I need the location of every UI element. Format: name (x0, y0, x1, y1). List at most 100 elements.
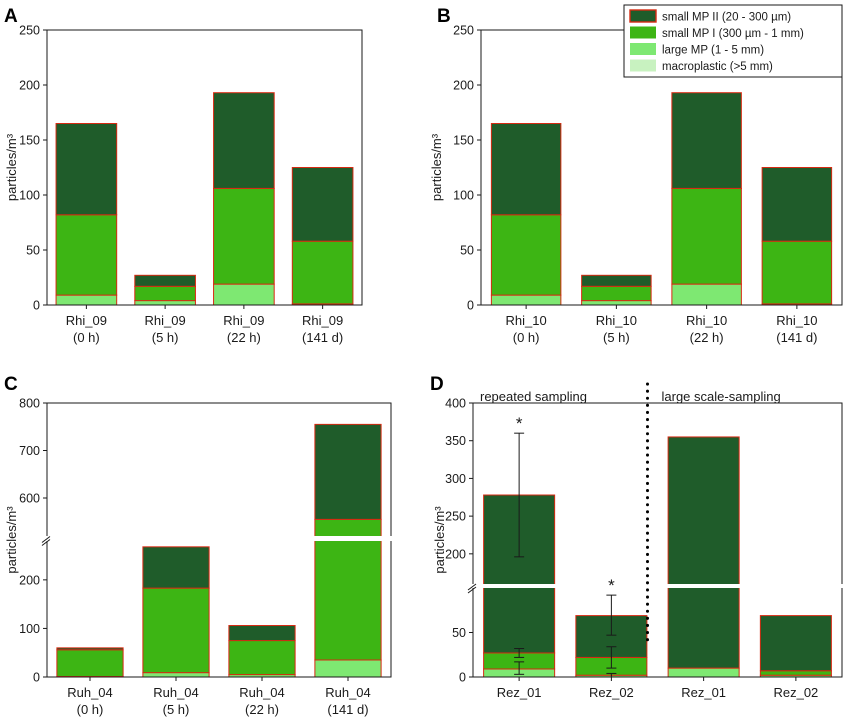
bar-small-mp-ii (761, 167, 833, 242)
y-tick-label: 0 (33, 671, 40, 685)
axis-break-gap (48, 536, 390, 541)
legend-swatch (630, 26, 656, 39)
bar-large-mp (581, 300, 652, 306)
bar-small-mp-i (228, 640, 296, 676)
bar-small-mp-ii (490, 123, 562, 216)
y-tick-label: 200 (19, 79, 40, 93)
y-tick-label: 250 (19, 24, 40, 38)
bar-small-mp-ii (667, 436, 740, 669)
x-tick-label: Rhi_10 (506, 313, 547, 328)
bar-small-mp-ii (228, 625, 296, 642)
bar-small-mp-ii (134, 274, 196, 287)
panel-letter: C (4, 374, 18, 395)
bar-small-mp-i (314, 518, 382, 661)
plot-frame-upper (472, 402, 843, 584)
x-tick-label: (5 h) (163, 702, 190, 717)
bar-small-mp-ii (213, 92, 275, 189)
x-tick-label: (22 h) (690, 330, 724, 345)
legend-label: large MP (1 - 5 mm) (662, 45, 764, 57)
bar-small-mp-i (761, 240, 833, 305)
x-tick-label: Rhi_10 (596, 313, 637, 328)
group-label: repeated sampling (480, 389, 587, 404)
panel-letter: A (4, 6, 18, 27)
y-tick-label: 800 (19, 397, 40, 411)
bar-large-mp (134, 300, 196, 306)
y-tick-label: 350 (445, 434, 466, 448)
y-axis-label: particles/m³ (4, 133, 19, 201)
y-tick-label: 250 (453, 24, 474, 38)
y-tick-label: 150 (19, 134, 40, 148)
x-tick-label: (141 d) (302, 330, 343, 345)
bar-small-mp-i (134, 285, 196, 302)
x-tick-label: Ruh_04 (153, 685, 199, 700)
significance-marker: * (608, 576, 615, 595)
bar-large-mp (671, 283, 742, 306)
axis-break-mark (41, 539, 51, 546)
legend-label: macroplastic (>5 mm) (662, 61, 773, 73)
x-tick-label: Rhi_10 (686, 313, 727, 328)
y-axis-label: particles/m³ (429, 133, 444, 201)
legend-box (623, 4, 843, 78)
panel-letter: D (430, 374, 444, 395)
y-axis-label: particles/m³ (432, 506, 447, 574)
legend-swatch (630, 43, 656, 55)
y-tick-label: 200 (453, 79, 474, 93)
legend-label: small MP II (20 - 300 µm) (662, 12, 791, 24)
bar-small-mp-ii (142, 546, 210, 589)
x-tick-label: (141 d) (776, 330, 817, 345)
x-tick-label: Rez_01 (681, 685, 726, 700)
bar-small-mp-ii (55, 123, 118, 216)
axis-break-mark (467, 583, 477, 591)
legend-swatch (629, 9, 657, 23)
group-label: large scale-sampling (662, 389, 781, 404)
x-tick-label: Ruh_04 (67, 685, 113, 700)
legend: small MP II (20 - 300 µm) small MP I (300… (623, 4, 843, 78)
bar-small-mp-ii (671, 92, 742, 189)
x-tick-label: Ruh_04 (239, 685, 285, 700)
bar-small-mp-i (671, 187, 742, 285)
axis-break-mark (467, 586, 477, 594)
bar-small-mp-i (142, 587, 210, 674)
bar-small-mp-i (213, 187, 275, 285)
x-tick-label: (0 h) (513, 330, 540, 345)
plot-frame-lower (46, 541, 392, 678)
bar-small-mp-i (55, 214, 118, 296)
y-tick-label: 600 (19, 492, 40, 506)
axis-break-mark (41, 536, 51, 543)
y-tick-label: 50 (460, 244, 474, 258)
legend-label: small MP I (300 µm - 1 mm) (662, 28, 804, 40)
y-tick-label: 150 (453, 134, 474, 148)
bar-small-mp-ii (314, 423, 382, 520)
y-tick-label: 100 (453, 189, 474, 203)
legend-swatch (630, 59, 656, 72)
x-tick-label: Rhi_09 (223, 313, 264, 328)
bar-small-mp-ii (56, 647, 124, 651)
bar-large-mp (142, 672, 210, 678)
significance-marker: * (516, 414, 523, 433)
x-tick-label: (22 h) (227, 330, 261, 345)
x-tick-label: (5 h) (152, 330, 179, 345)
y-tick-label: 250 (445, 510, 466, 524)
y-tick-label: 50 (452, 626, 466, 640)
bar-large-mp (55, 294, 118, 306)
y-tick-label: 0 (459, 671, 466, 685)
x-tick-label: (5 h) (603, 330, 630, 345)
bar-small-mp-ii (291, 167, 354, 242)
bar-large-mp (213, 283, 275, 306)
bar-small-mp-ii (759, 615, 832, 672)
bar-small-mp-i (759, 670, 832, 676)
bar-small-mp-i (490, 214, 562, 296)
bar-small-mp-i (291, 240, 354, 305)
bar-small-mp-ii (581, 274, 652, 287)
y-tick-label: 700 (19, 444, 40, 458)
bar-large-mp (314, 659, 382, 678)
x-tick-label: Rhi_09 (302, 313, 343, 328)
bar-large-mp (667, 667, 740, 678)
x-tick-label: Rez_01 (497, 685, 542, 700)
x-tick-label: Rhi_09 (66, 313, 107, 328)
x-tick-label: (141 d) (327, 702, 368, 717)
